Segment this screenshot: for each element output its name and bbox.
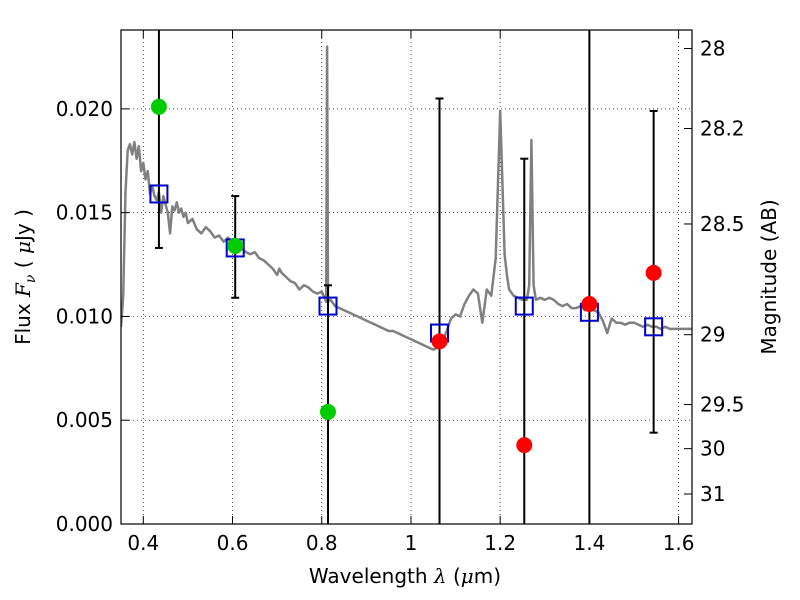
optical-point [319,403,336,420]
x-tick-label: 0.8 [306,531,338,555]
optical-point [150,98,167,115]
y2-axis-title: Magnitude (AB) [757,199,781,354]
nir-point [516,437,533,454]
y2-tick-label: 28.5 [700,212,745,236]
y2-tick-label: 30 [700,437,725,461]
y-tick-label: 0.010 [56,304,113,328]
x-tick-label: 1.4 [573,531,605,555]
model-photometry-square [514,296,534,316]
model-photometry-square [149,184,169,204]
nir-point [581,295,598,312]
plot-data [121,30,692,524]
x-tick-label: 0.6 [217,531,249,555]
model-photometry-square [644,317,664,337]
x-tick-label: 1 [405,531,418,555]
plot-frame [120,29,693,525]
nir-point [645,264,662,281]
y2-tick-label: 29 [700,323,725,347]
x-tick-label: 0.4 [127,531,159,555]
nir-point [431,333,448,350]
y-tick-label: 0.005 [56,408,113,432]
y-tick-label: 0.015 [56,201,113,225]
y-tick-label: 0.000 [56,512,113,536]
x-axis-title: Wavelength λ (μm) [309,564,501,588]
model-sed-line [121,45,692,351]
axes: 0.4 0.6 0.8 1 1.2 1.4 1.6 0.000 0.005 0.010 0.015 0… [56,30,745,555]
y2-tick-label: 28 [700,37,725,61]
y2-tick-label: 29.5 [700,393,745,417]
optical-point [227,237,244,254]
y2-tick-label: 28.2 [700,116,745,140]
y-axis-title: Flux Fν ( μJy ) [11,209,39,345]
model-photometry-square [318,296,338,316]
x-tick-label: 1.6 [663,531,695,555]
y-tick-label: 0.020 [56,97,113,121]
x-tick-label: 1.2 [484,531,516,555]
y2-tick-label: 31 [700,482,725,506]
